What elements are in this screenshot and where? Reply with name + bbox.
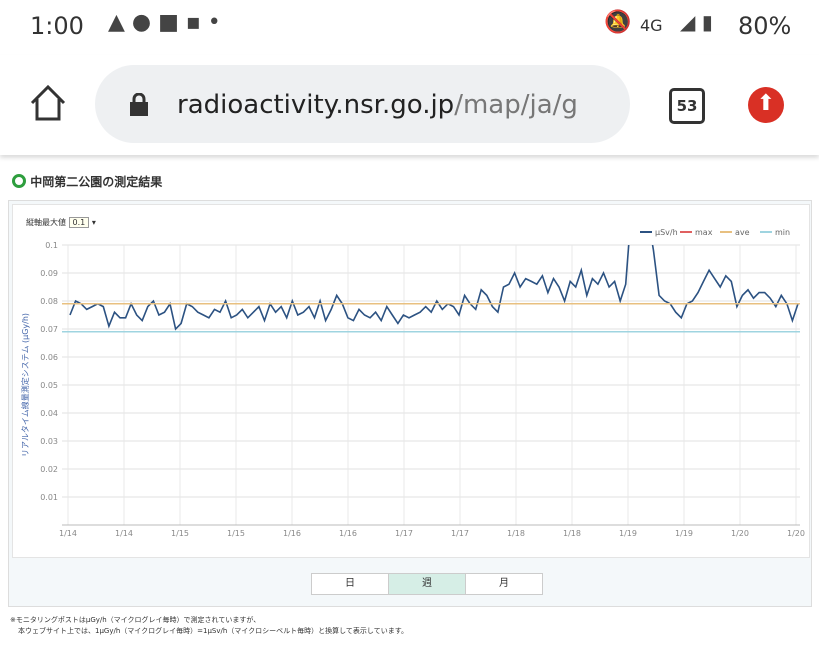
url-path: /map/ja/g	[454, 90, 578, 120]
x-tick-label: 1/18	[563, 529, 581, 538]
y-tick-label: 0.06	[40, 353, 58, 362]
heading-text: 中岡第二公園の測定結果	[30, 175, 163, 189]
heading: 中岡第二公園の測定結果	[12, 173, 162, 190]
note: 本ウェブサイト上では、1μGy/h（マイクログレイ毎時）=1μSv/h（マイクロ…	[18, 627, 409, 635]
y-axis-title: リアルタイム線量測定システム (μGy/h)	[20, 313, 30, 457]
chart: リアルタイム線量測定システム (μGy/h) 0.01 0.02 0.03 0.04 0…	[20, 228, 805, 538]
signal: ◢ ▮	[680, 10, 713, 34]
url-host: radioactivity.nsr.go.jp	[177, 90, 455, 120]
legend-label: max	[695, 228, 713, 237]
x-tick-label: 1/17	[451, 529, 469, 538]
ymax-control: 縦軸最大値 0.1 ▾	[26, 217, 96, 228]
x-tick-label: 1/19	[675, 529, 693, 538]
y-tick-label: 0.08	[40, 297, 58, 306]
update-button[interactable]: ⬆	[748, 87, 784, 123]
battery: 80%	[738, 12, 792, 40]
notification-icons: ▲ ● ■ ▪ •	[108, 10, 221, 35]
network: 4G	[640, 16, 663, 35]
y-tick-label: 0.03	[40, 437, 58, 446]
x-tick-label: 1/14	[59, 529, 77, 538]
x-tick-label: 1/16	[339, 529, 357, 538]
ymax-label: 縦軸最大値	[26, 218, 66, 227]
time: 1:00	[30, 12, 84, 40]
x-tick-label: 1/15	[171, 529, 189, 538]
y-tick-label: 0.02	[40, 465, 58, 474]
x-tick-label: 1/15	[227, 529, 245, 538]
range-button[interactable]: 日	[311, 573, 389, 595]
y-tick-label: 0.04	[40, 409, 58, 418]
y-tick-label: 0.1	[45, 241, 58, 250]
url-bar[interactable]: radioactivity.nsr.go.jp/map/ja/g	[95, 65, 630, 143]
lock-icon	[130, 93, 148, 116]
toolbar: radioactivity.nsr.go.jp/map/ja/g 53 ⬆	[0, 55, 819, 155]
y-tick-label: 0.05	[40, 381, 58, 390]
chart-box	[12, 204, 810, 558]
y-tick-label: 0.09	[40, 269, 58, 278]
range-button[interactable]: 週	[388, 573, 466, 595]
x-tick-label: 1/18	[507, 529, 525, 538]
range-button[interactable]: 月	[465, 573, 543, 595]
legend-label: ave	[735, 228, 750, 237]
home-button[interactable]	[28, 83, 68, 123]
ymax-select[interactable]: 0.1	[68, 217, 90, 228]
legend-label: min	[775, 228, 790, 237]
y-tick-label: 0.07	[40, 325, 58, 334]
mute-icon: 🔕	[604, 10, 632, 35]
x-tick-label: 1/17	[395, 529, 413, 538]
note: ※モニタリングポストはμGy/h（マイクログレイ毎時）で測定されていますが、	[10, 616, 261, 624]
status-bar: 1:00 ▲ ● ■ ▪ • 🔕 4G ◢ ▮ 80%	[0, 0, 819, 52]
x-tick-label: 1/16	[283, 529, 301, 538]
series-line	[69, 245, 799, 331]
notes: ※モニタリングポストはμGy/h（マイクログレイ毎時）で測定されていますが、 本…	[10, 615, 408, 637]
x-tick-label: 1/20	[731, 529, 749, 538]
legend-label: μSv/h	[655, 228, 678, 237]
y-tick-label: 0.01	[40, 493, 58, 502]
tab-count[interactable]: 53	[669, 88, 705, 124]
x-tick-label: 1/20	[787, 529, 805, 538]
x-tick-label: 1/19	[619, 529, 637, 538]
plot	[62, 245, 800, 333]
x-tick-label: 1/14	[115, 529, 133, 538]
